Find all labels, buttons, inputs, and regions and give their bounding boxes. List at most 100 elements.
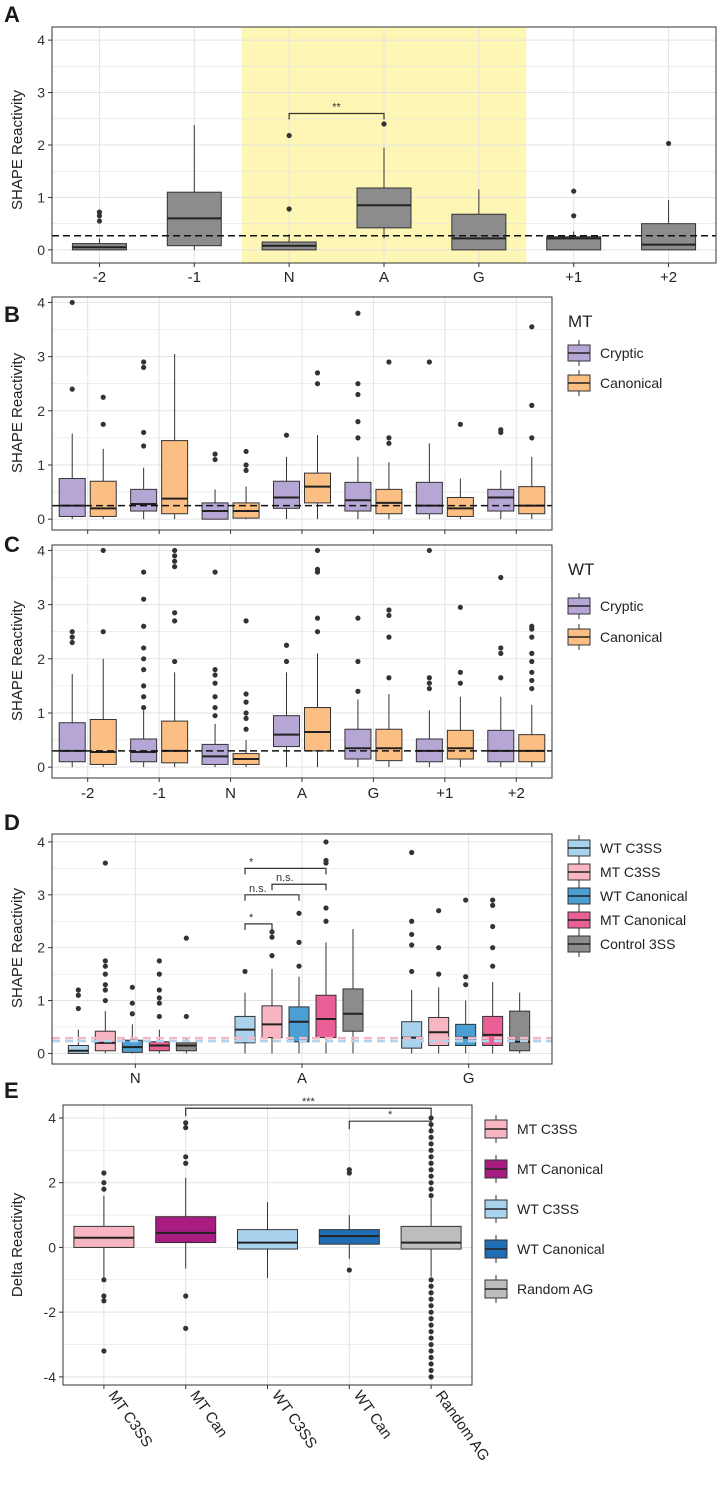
x-tick-label: MT Can (186, 1388, 230, 1441)
outlier-point (463, 982, 469, 988)
outlier-point (141, 667, 147, 673)
outlier-point (269, 953, 275, 959)
outlier-point (426, 675, 432, 681)
x-tick-label: -1 (188, 269, 201, 286)
outlier-point (428, 1296, 434, 1302)
legend-label: Canonical (600, 629, 662, 645)
bracket-line (271, 883, 327, 891)
outlier-point (141, 623, 147, 629)
outlier-point (355, 688, 361, 694)
box-body (304, 707, 331, 752)
outlier-point (490, 923, 496, 930)
panel-e: E -4 -2 0 2 4 Delta Reactivity MT C3SS MT Can WT … (4, 1078, 605, 1464)
outlier-point (314, 381, 321, 387)
outlier-point (355, 435, 361, 441)
significance-label: * (249, 856, 254, 868)
outlier-point (426, 547, 432, 554)
outlier-point (314, 615, 321, 621)
outlier-point (243, 710, 249, 716)
outlier-point (283, 658, 290, 665)
box-body (401, 1021, 423, 1049)
legend-label: Cryptic (600, 345, 644, 361)
box-canonical-N (232, 448, 260, 520)
outlier-point (172, 558, 178, 564)
outlier-point (141, 443, 147, 449)
outlier-point (529, 324, 535, 330)
legend-label: WT Canonical (600, 888, 688, 904)
y-tick-label: 0 (48, 1239, 56, 1255)
outlier-point (141, 596, 147, 602)
y-tick-label: -2 (44, 1304, 57, 1320)
box-body (415, 481, 443, 515)
y-tick-label: 1 (37, 457, 45, 473)
outlier-point (314, 629, 321, 635)
box-body (400, 1225, 462, 1250)
y-tick-label: 1 (37, 993, 45, 1009)
outlier-point (156, 995, 162, 1001)
box-body (315, 994, 337, 1039)
x-tick-label: -2 (93, 269, 106, 286)
outlier-point (323, 839, 329, 845)
outlier-point (457, 421, 463, 427)
outlier-point (156, 958, 162, 964)
outlier-point (212, 672, 218, 678)
outlier-point (183, 935, 189, 941)
box-body (288, 1006, 310, 1043)
outlier-point (296, 910, 302, 916)
outlier-point (172, 564, 178, 570)
legend-label: MT Canonical (600, 912, 686, 928)
outlier-point (172, 547, 178, 554)
outlier-point (428, 1361, 434, 1367)
outlier-point (529, 669, 535, 675)
outlier-point (529, 634, 535, 640)
x-tick-label: +1 (436, 785, 453, 802)
bracket-line (244, 894, 300, 901)
box-body (161, 720, 189, 764)
outlier-point (498, 675, 504, 681)
outlier-point (296, 939, 302, 945)
outlier-point (529, 685, 535, 692)
bracket-line (185, 1107, 432, 1117)
outlier-point (529, 435, 535, 441)
outlier-point (101, 1186, 107, 1192)
outlier-point (428, 1354, 434, 1361)
box-body (155, 1216, 217, 1244)
outlier-point (490, 897, 496, 903)
y-tick-label: 4 (37, 834, 45, 850)
outlier-point (101, 1180, 107, 1186)
bracket-line (288, 112, 385, 120)
panel-letter: B (4, 302, 20, 327)
box-canonical-+1 (446, 421, 474, 520)
outlier-point (323, 857, 329, 864)
box-all-+2 (641, 140, 697, 251)
outlier-point (386, 612, 392, 619)
box-all-G (451, 189, 507, 251)
outlier-point (141, 429, 147, 436)
outlier-point (428, 1316, 434, 1322)
outlier-point (243, 691, 249, 697)
box-canonical-+1 (446, 604, 474, 768)
legend-label: WT C3SS (600, 840, 662, 856)
legend-label: Cryptic (600, 598, 644, 614)
y-tick-label: 2 (37, 137, 45, 153)
outlier-point (183, 1120, 189, 1126)
significance-label: n.s. (249, 883, 267, 895)
legend-title: WT (568, 560, 594, 579)
y-tick-label: -4 (44, 1369, 57, 1385)
legend-label: WT C3SS (517, 1201, 579, 1217)
box-delta-Random AG (400, 1115, 462, 1380)
outlier-point (283, 642, 290, 648)
outlier-point (428, 1160, 434, 1166)
outlier-point (141, 359, 147, 365)
box-body (175, 1042, 197, 1052)
y-tick-label: 4 (37, 294, 45, 310)
x-tick-label: A (297, 785, 307, 802)
box-control-3ss-N (175, 935, 197, 1054)
x-tick-label: +2 (660, 269, 677, 286)
box-body (261, 1005, 283, 1039)
box-canonical-A (304, 370, 331, 520)
outlier-point (183, 1325, 189, 1331)
box-body (487, 729, 515, 763)
outlier-point (436, 971, 442, 977)
outlier-point (386, 440, 392, 446)
